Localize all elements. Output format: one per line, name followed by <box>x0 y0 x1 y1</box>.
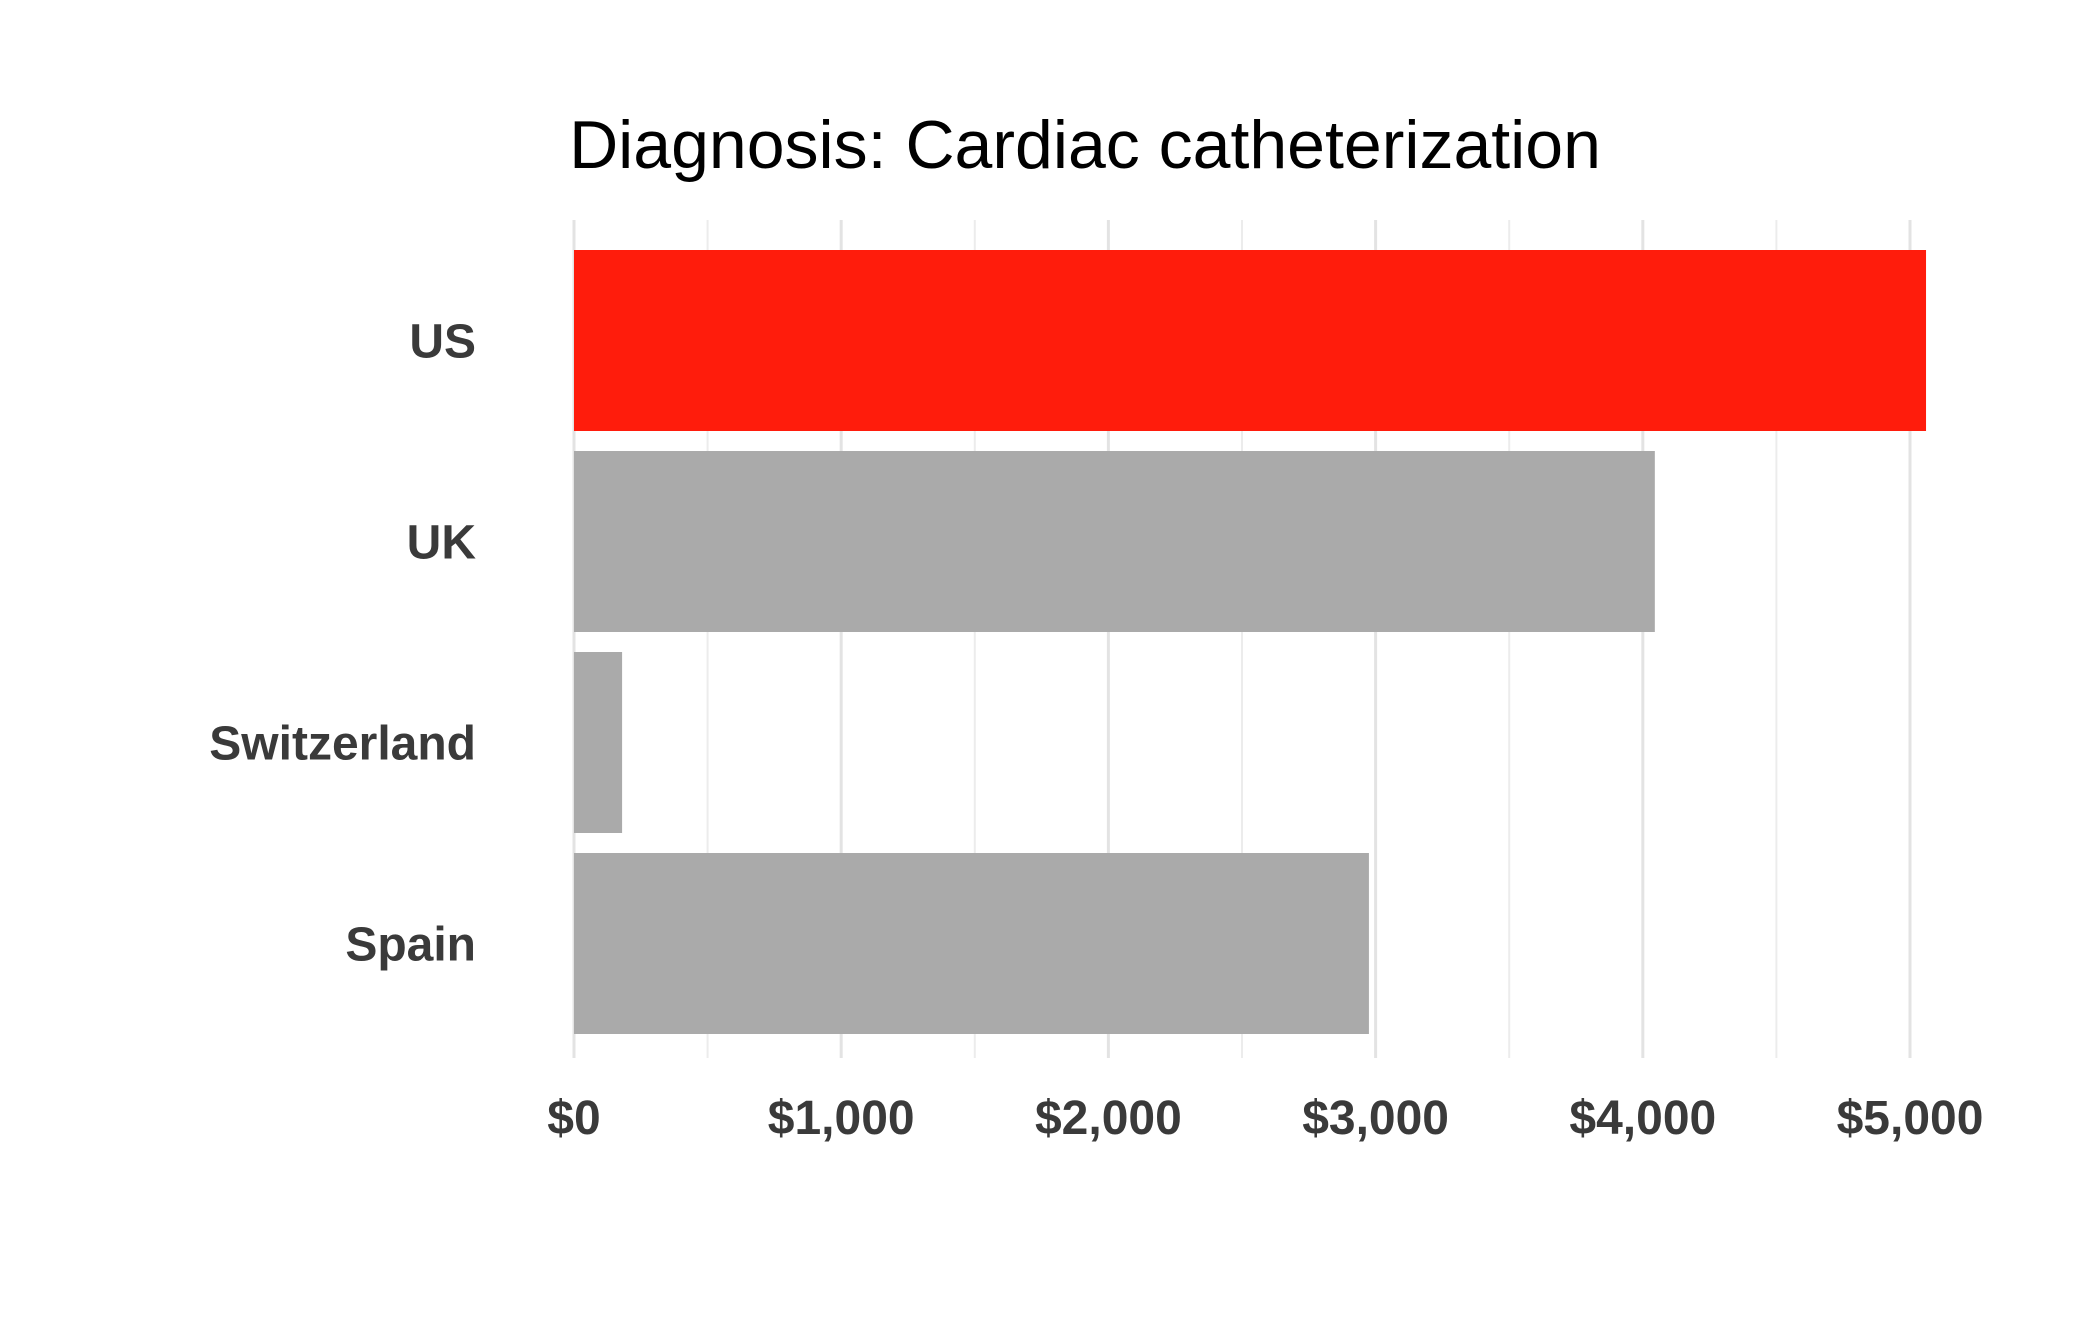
category-label-switzerland: Switzerland <box>209 718 476 771</box>
category-label-spain: Spain <box>345 919 476 972</box>
category-labels: US UK Switzerland Spain <box>209 316 476 972</box>
bar-spain <box>574 853 1369 1034</box>
x-tick-label: $4,000 <box>1569 1092 1716 1145</box>
x-tick-label: $5,000 <box>1837 1092 1984 1145</box>
x-tick-label: $2,000 <box>1035 1092 1182 1145</box>
x-tick-label: $0 <box>547 1092 600 1145</box>
category-label-uk: UK <box>407 517 477 570</box>
category-label-us: US <box>409 316 476 369</box>
bars <box>574 250 1927 1034</box>
x-tick-label: $3,000 <box>1302 1092 1449 1145</box>
bar-switzerland <box>574 652 623 833</box>
bar-uk <box>574 451 1655 632</box>
bar-us <box>574 250 1927 431</box>
chart-title: Diagnosis: Cardiac catheterization <box>569 107 1601 183</box>
x-axis-tick-labels: $0 $1,000 $2,000 $3,000 $4,000 $5,000 <box>547 1092 1983 1145</box>
x-tick-label: $1,000 <box>768 1092 915 1145</box>
